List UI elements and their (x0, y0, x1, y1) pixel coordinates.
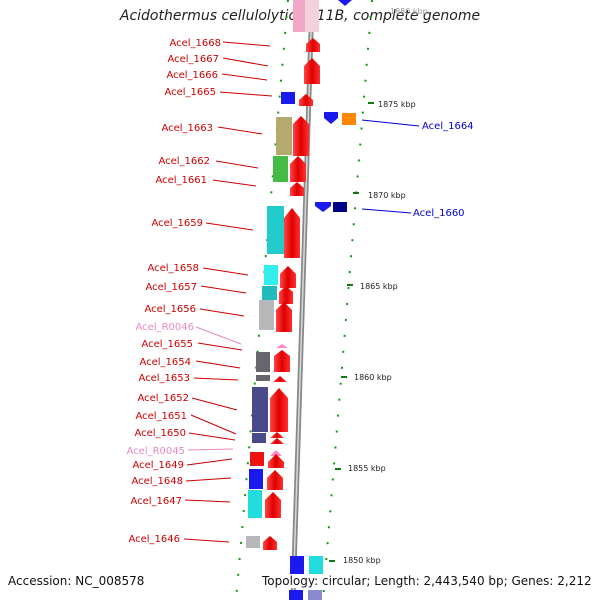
scale-label: 1850 kbp (343, 556, 381, 565)
gene-arrow (324, 112, 338, 124)
gene-arrow (290, 156, 306, 182)
gene-label: Acel_1652 (137, 393, 189, 404)
accession-label: Accession: NC_008578 (8, 574, 145, 588)
gene-arrow (270, 432, 284, 438)
left-leader-lines (183, 41, 273, 543)
rna-arrow (276, 344, 288, 348)
scale-label: 1875 kbp (378, 100, 416, 109)
gene-arrow (265, 492, 281, 518)
feature-block (289, 590, 303, 600)
forward-gene-track (263, 0, 320, 550)
gene-arrow (293, 116, 309, 156)
scale-ticks (329, 102, 374, 562)
feature-block (246, 536, 260, 548)
feature-block (290, 556, 304, 576)
gene-label: Acel_1649 (132, 460, 184, 471)
right-gene-labels: Acel_1664 Acel_1660 (413, 121, 474, 219)
gene-arrow (274, 350, 290, 372)
gene-label: Acel_1667 (167, 54, 219, 65)
gene-arrow (276, 302, 292, 332)
gene-label: Acel_1658 (147, 263, 199, 274)
feature-block (256, 352, 270, 372)
feature-block (262, 286, 277, 300)
feature-block (308, 590, 322, 600)
gene-label: Acel_R0045 (127, 446, 186, 457)
gene-label: Acel_1646 (128, 534, 180, 545)
gene-label: Acel_1650 (134, 428, 186, 439)
gene-label: Acel_1657 (145, 282, 197, 293)
feature-block (250, 452, 264, 466)
gene-label: Acel_1656 (144, 304, 196, 315)
feature-block (342, 113, 356, 125)
gene-arrow (280, 266, 296, 288)
rna-arrow (270, 450, 282, 456)
gene-arrow (290, 182, 304, 196)
gene-arrow (268, 454, 284, 468)
feature-block (293, 0, 306, 32)
gene-label: Acel_1660 (413, 208, 465, 219)
gene-arrow (315, 202, 331, 212)
gene-label: Acel_1666 (166, 70, 218, 81)
scale-label: 1870 kbp (368, 191, 406, 200)
feature-block (264, 265, 278, 285)
left-feature-track (246, 0, 323, 600)
gene-label: Acel_R0046 (136, 322, 195, 333)
gene-label: Acel_1651 (135, 411, 187, 422)
left-gene-labels: Acel_1668 Acel_1667 Acel_1666 Acel_1665 … (127, 38, 222, 545)
feature-block (248, 490, 262, 518)
gene-arrow (299, 94, 313, 106)
gene-arrow (273, 376, 287, 382)
gene-arrow (270, 388, 288, 432)
gene-arrow (284, 208, 300, 258)
gene-label: Acel_1662 (158, 156, 210, 167)
gene-label: Acel_1663 (161, 123, 213, 134)
gene-arrow (263, 536, 277, 550)
gene-label: Acel_1661 (155, 175, 207, 186)
scale-label: 1855 kbp (348, 464, 386, 473)
right-leader-lines (361, 119, 420, 214)
feature-block (273, 156, 288, 182)
right-guide-dots (322, 0, 373, 600)
feature-block (259, 300, 274, 330)
scale-label: 1860 kbp (354, 373, 392, 382)
gene-label: Acel_1648 (131, 476, 183, 487)
gene-label: Acel_1655 (141, 339, 193, 350)
gene-arrow (267, 470, 283, 490)
scale-label: 1865 kbp (360, 282, 398, 291)
gene-label: Acel_1659 (151, 218, 203, 229)
feature-block (252, 433, 266, 443)
gene-label: Acel_1647 (130, 496, 182, 507)
feature-block (281, 92, 295, 104)
feature-block (267, 206, 284, 254)
gene-label: Acel_1664 (422, 121, 474, 132)
feature-block (256, 375, 270, 381)
gene-label: Acel_1665 (164, 87, 216, 98)
reverse-gene-track (315, 0, 356, 212)
scale-label: 1880 kbp (390, 7, 428, 16)
gene-arrow (279, 286, 293, 304)
scale-labels: 1880 kbp 1875 kbp 1870 kbp 1865 kbp 1860… (343, 7, 428, 565)
gene-arrow (270, 438, 284, 444)
feature-block (249, 469, 263, 489)
gene-label: Acel_1668 (169, 38, 221, 49)
feature-block (252, 387, 268, 432)
gene-arrow (306, 38, 320, 52)
feature-block (309, 556, 323, 576)
gene-arrow (304, 58, 320, 84)
gene-label: Acel_1654 (139, 357, 191, 368)
gene-label: Acel_1653 (138, 373, 190, 384)
genome-summary: Topology: circular; Length: 2,443,540 bp… (262, 574, 592, 588)
feature-block (276, 117, 292, 155)
feature-block (333, 202, 347, 212)
